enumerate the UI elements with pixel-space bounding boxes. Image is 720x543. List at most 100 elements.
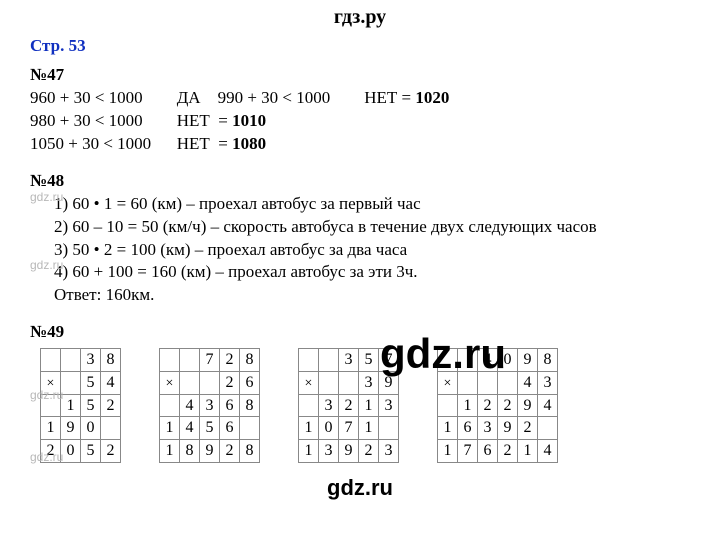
mult-cell <box>61 371 81 394</box>
mult-cell: × <box>160 371 180 394</box>
ex47-number: №47 <box>30 64 690 87</box>
mult-cell: 8 <box>538 349 558 372</box>
mult-cell: 1 <box>299 439 319 462</box>
mult-cell <box>180 349 200 372</box>
mult-cell: 9 <box>200 439 220 462</box>
mult-cell: 8 <box>240 394 260 417</box>
mult-cell: 2 <box>101 394 121 417</box>
page-reference: Стр. 53 <box>30 35 690 58</box>
mult-cell: 5 <box>200 417 220 440</box>
ex47-r3-b: НЕТ = <box>177 134 228 153</box>
ex48-answer: Ответ: 160км. <box>30 284 690 307</box>
ex48-line-1: 1) 60 • 1 = 60 (км) – проехал автобус за… <box>30 193 690 216</box>
ex47-r1-d: НЕТ = <box>364 88 411 107</box>
mult-cell <box>180 371 200 394</box>
mult-cell: 2 <box>220 371 240 394</box>
ex48-number: №48 <box>30 170 690 193</box>
mult-cell: 1 <box>41 417 61 440</box>
mult-cell <box>41 394 61 417</box>
mult-cell <box>200 371 220 394</box>
mult-table-4: 4098×431229416392176214 <box>437 348 558 462</box>
mult-cell <box>319 349 339 372</box>
mult-cell: 2 <box>359 439 379 462</box>
mult-cell: 3 <box>200 394 220 417</box>
mult-cell: 1 <box>518 439 538 462</box>
mult-cell: 4 <box>478 349 498 372</box>
mult-cell: 3 <box>319 394 339 417</box>
page-content: Стр. 53 №47 960 + 30 < 1000 ДА 990 + 30 … <box>0 35 720 463</box>
mult-cell <box>458 349 478 372</box>
mult-cell: 9 <box>61 417 81 440</box>
mult-cell: 7 <box>458 439 478 462</box>
mult-cell: 9 <box>379 371 399 394</box>
mult-cell <box>61 349 81 372</box>
mult-cell: 4 <box>101 371 121 394</box>
mult-cell: 1 <box>359 394 379 417</box>
mult-cell: 3 <box>478 417 498 440</box>
mult-cell: × <box>299 371 319 394</box>
mult-cell <box>379 417 399 440</box>
ex47-row-3: 1050 + 30 < 1000 НЕТ = 1080 <box>30 133 690 156</box>
ex47-r3-e: 1080 <box>232 134 266 153</box>
mult-cell: 8 <box>180 439 200 462</box>
mult-cell: 0 <box>319 417 339 440</box>
ex49-number: №49 <box>30 321 690 344</box>
mult-cell: 0 <box>61 439 81 462</box>
mult-cell: 1 <box>299 417 319 440</box>
mult-table-1: 38×541521902052 <box>40 348 121 462</box>
mult-cell: 2 <box>498 394 518 417</box>
mult-cell <box>339 371 359 394</box>
mult-cell: 5 <box>81 439 101 462</box>
mult-cell: 5 <box>81 394 101 417</box>
mult-cell <box>240 417 260 440</box>
mult-cell: 8 <box>101 349 121 372</box>
mult-cell: 2 <box>339 394 359 417</box>
mult-cell <box>538 417 558 440</box>
mult-cell: 6 <box>220 417 240 440</box>
mult-cell <box>299 394 319 417</box>
mult-cell <box>458 371 478 394</box>
mult-cell: × <box>438 371 458 394</box>
mult-cell: 4 <box>180 417 200 440</box>
mult-cell: 1 <box>160 439 180 462</box>
mult-cell: 0 <box>81 417 101 440</box>
mult-cell <box>41 349 61 372</box>
mult-cell: 2 <box>518 417 538 440</box>
mult-cell: 1 <box>438 439 458 462</box>
mult-cell: 5 <box>81 371 101 394</box>
mult-cell: × <box>41 371 61 394</box>
ex47-r3-a: 1050 + 30 < 1000 <box>30 134 151 153</box>
ex47-r2-b: НЕТ = <box>177 111 228 130</box>
mult-cell: 3 <box>339 349 359 372</box>
mult-cell <box>101 417 121 440</box>
ex47-r1-c: 990 + 30 < 1000 <box>218 88 331 107</box>
mult-cell <box>299 349 319 372</box>
mult-cell <box>498 371 518 394</box>
mult-cell: 7 <box>200 349 220 372</box>
mult-cell: 7 <box>339 417 359 440</box>
mult-cell: 1 <box>160 417 180 440</box>
mult-cell <box>438 349 458 372</box>
site-header: гдз.ру <box>0 0 720 29</box>
ex48-line-2: 2) 60 – 10 = 50 (км/ч) – скорость автобу… <box>30 216 690 239</box>
mult-cell: 2 <box>478 394 498 417</box>
mult-cell <box>319 371 339 394</box>
mult-cell: 2 <box>41 439 61 462</box>
ex47-r2-e: 1010 <box>232 111 266 130</box>
ex47-r1-b: ДА <box>177 88 201 107</box>
mult-cell: 9 <box>518 394 538 417</box>
ex47-r2-a: 980 + 30 < 1000 <box>30 111 143 130</box>
mult-cell: 2 <box>220 439 240 462</box>
mult-cell: 1 <box>438 417 458 440</box>
ex47-r1-a: 960 + 30 < 1000 <box>30 88 143 107</box>
mult-cell: 4 <box>518 371 538 394</box>
mult-cell: 2 <box>101 439 121 462</box>
mult-cell: 4 <box>538 439 558 462</box>
mult-cell: 8 <box>240 439 260 462</box>
mult-table-3: 357×393213107113923 <box>298 348 399 462</box>
mult-cell: 6 <box>458 417 478 440</box>
ex48-line-4: 4) 60 + 100 = 160 (км) – проехал автобус… <box>30 261 690 284</box>
mult-cell <box>478 371 498 394</box>
mult-cell: 1 <box>359 417 379 440</box>
mult-cell: 1 <box>458 394 478 417</box>
